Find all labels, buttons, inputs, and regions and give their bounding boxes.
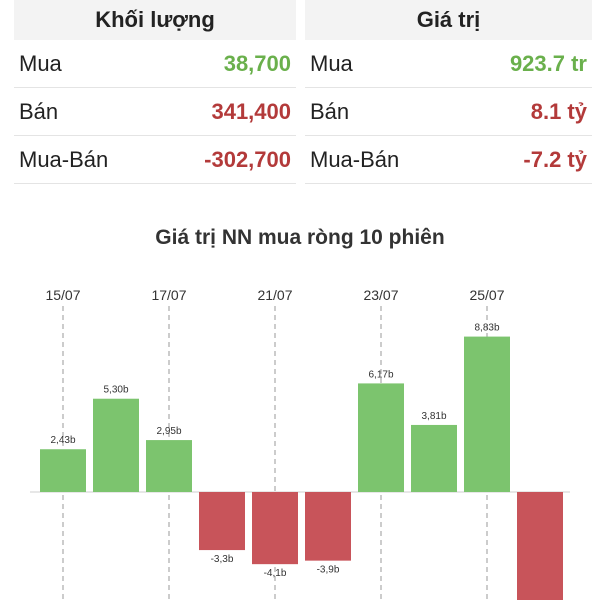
bar-value-label: 3,81b <box>421 411 446 422</box>
bar-value-label: 2,95b <box>156 426 181 437</box>
date-label: 23/07 <box>363 287 398 303</box>
value-header: Giá trị <box>305 0 592 40</box>
bar-positive <box>146 440 192 492</box>
volume-net-value: -302,700 <box>204 146 291 172</box>
bar-value-label: 5,30b <box>103 385 128 396</box>
volume-sell-value: 341,400 <box>211 98 291 124</box>
bar-positive <box>464 336 510 492</box>
volume-buy-label: Mua <box>19 50 62 76</box>
volume-header: Khối lượng <box>14 0 296 40</box>
bar-positive <box>93 398 139 492</box>
bar-negative <box>517 492 563 600</box>
volume-net-label: Mua-Bán <box>19 146 109 172</box>
date-label: 21/07 <box>257 287 292 303</box>
volume-row-sell: Bán 341,400 <box>14 88 296 136</box>
bar-value-label: -4,1b <box>264 568 287 579</box>
bar-negative <box>305 492 351 561</box>
value-net-value: -7.2 tỷ <box>523 146 587 172</box>
volume-panel: Khối lượng Mua 38,700 Bán 341,400 Mua-Bá… <box>14 0 296 184</box>
bar-positive <box>358 383 404 492</box>
bar-value-label: 2,43b <box>50 435 75 446</box>
bar-value-label: -3,9b <box>317 565 340 576</box>
bar-positive <box>411 424 457 492</box>
date-label: 17/07 <box>151 287 186 303</box>
chart-title: Giá trị NN mua ròng 10 phiên <box>155 226 445 249</box>
date-label: 25/07 <box>469 287 504 303</box>
volume-row-net: Mua-Bán -302,700 <box>14 136 296 184</box>
bar-positive <box>40 449 86 492</box>
bar-value-label: -3,3b <box>211 554 234 565</box>
value-row-sell: Bán 8.1 tỷ <box>305 88 592 136</box>
date-label: 15/07 <box>45 287 80 303</box>
value-net-label: Mua-Bán <box>310 146 400 172</box>
volume-sell-label: Bán <box>19 98 59 124</box>
value-row-buy: Mua 923.7 tr <box>305 40 592 88</box>
volume-buy-value: 38,700 <box>223 50 291 76</box>
value-panel: Giá trị Mua 923.7 tr Bán 8.1 tỷ Mua-Bán … <box>305 0 592 184</box>
value-sell-label: Bán <box>310 98 350 124</box>
value-row-net: Mua-Bán -7.2 tỷ <box>305 136 592 184</box>
value-buy-value: 923.7 tr <box>509 50 587 76</box>
value-buy-label: Mua <box>310 50 353 76</box>
bar-value-label: 6,17b <box>368 369 393 380</box>
bar-negative <box>252 492 298 565</box>
bar-value-label: 8,83b <box>474 323 499 334</box>
value-sell-value: 8.1 tỷ <box>530 98 587 124</box>
volume-row-buy: Mua 38,700 <box>14 40 296 88</box>
bar-negative <box>199 492 245 551</box>
